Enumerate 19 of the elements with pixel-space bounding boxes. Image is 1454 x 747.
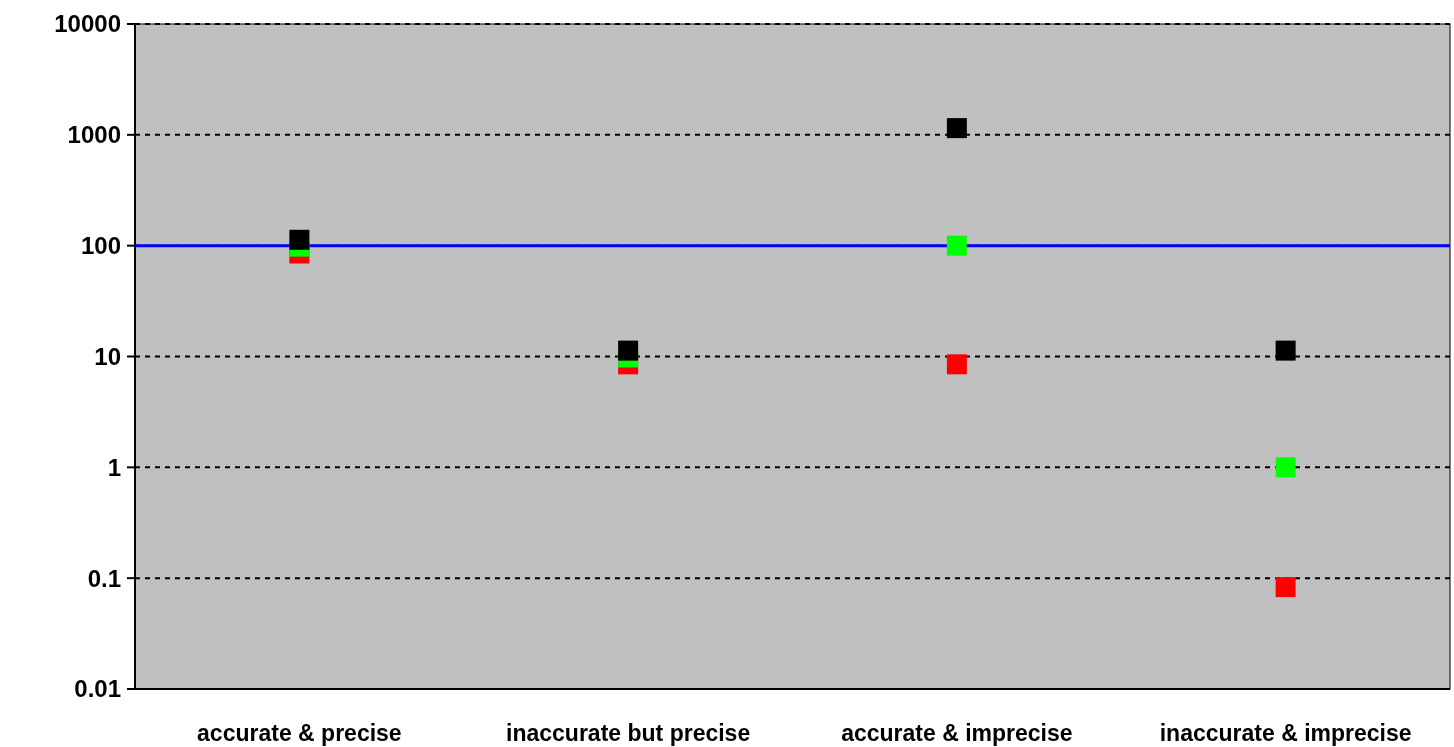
y-tick-label: 10000	[54, 10, 121, 38]
point	[1275, 577, 1296, 598]
y-tick-label: 0.01	[74, 675, 121, 703]
point	[1275, 340, 1296, 361]
point	[289, 229, 310, 250]
point	[946, 118, 967, 139]
y-tick-label: 0.1	[87, 564, 121, 592]
y-tick-label: 100	[80, 232, 121, 260]
x-tick-label: accurate & precise	[197, 720, 402, 746]
point	[1275, 457, 1296, 478]
point	[946, 354, 967, 375]
point	[618, 340, 639, 361]
y-tick-label: 1000	[67, 121, 121, 149]
x-tick-label: inaccurate but precise	[506, 720, 751, 746]
y-tick-label: 1	[107, 453, 121, 481]
point	[946, 235, 967, 256]
y-tick-label: 10	[94, 342, 121, 370]
x-tick-label: inaccurate & imprecise	[1159, 720, 1412, 746]
x-tick-label: accurate & imprecise	[841, 720, 1073, 746]
